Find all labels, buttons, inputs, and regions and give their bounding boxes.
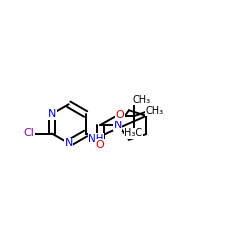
Text: O: O bbox=[116, 110, 124, 120]
Text: NH: NH bbox=[88, 134, 104, 144]
Text: CH₃: CH₃ bbox=[132, 95, 150, 105]
Text: N: N bbox=[64, 138, 73, 148]
Text: Cl: Cl bbox=[23, 128, 34, 138]
Text: N: N bbox=[48, 109, 56, 119]
Text: O: O bbox=[96, 140, 104, 149]
Text: H₃C: H₃C bbox=[124, 128, 142, 138]
Text: CH₃: CH₃ bbox=[145, 106, 163, 116]
Text: N: N bbox=[114, 120, 122, 130]
